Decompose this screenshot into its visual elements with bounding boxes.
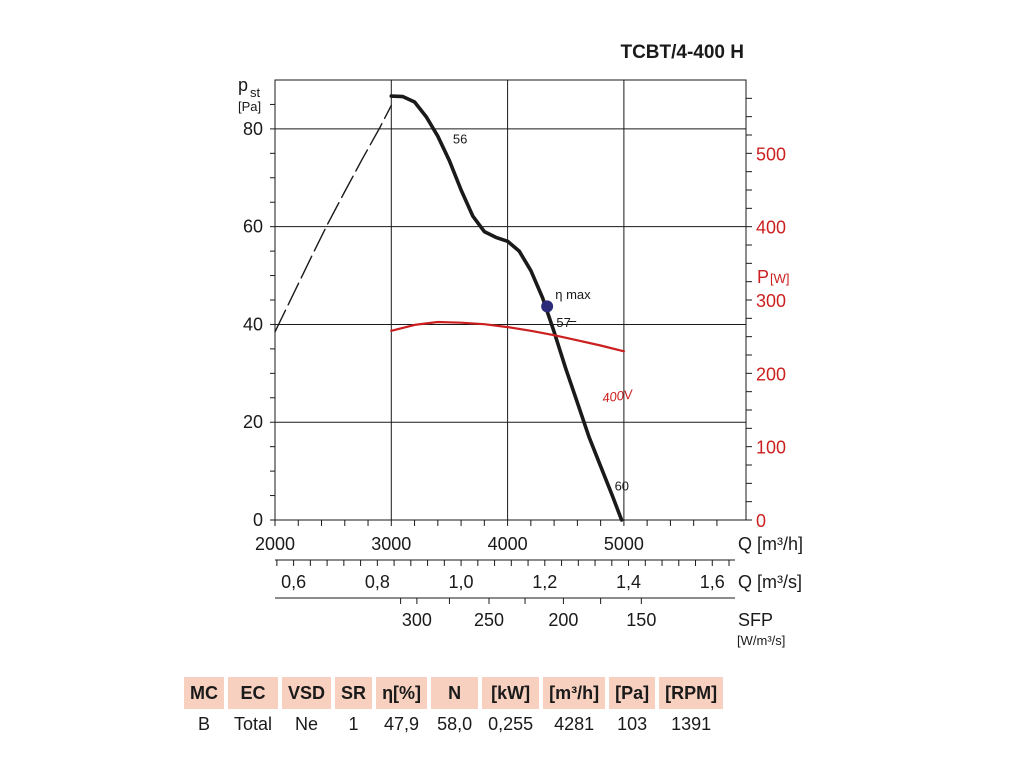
header-efficiency: η[%] [376,677,428,709]
header-vsd: VSD [282,677,332,709]
header-n: N [431,677,479,709]
x-axis-2-label: Q [m³/s] [738,572,802,592]
x-axis-label: Q [m³/h] [738,534,803,554]
x-axis-3-label: SFP [738,610,773,630]
right-axis-tick-label: 100 [756,438,786,458]
left-axis-tick-label: 0 [253,510,263,530]
x-axis-tick-label: 2000 [255,534,295,554]
cell-mc: B [197,713,210,734]
header-ec: EC [228,677,279,709]
x-axis-tick-label: 5000 [604,534,644,554]
chart-annotation: 400V [601,386,634,405]
right-axis-tick-label: 0 [756,511,766,531]
chart-annotation: 60 [615,479,629,494]
left-axis-tick-label: 60 [243,217,263,237]
chart-grid [274,79,747,521]
power-curve-400v [390,320,626,353]
pressure-curve [389,94,624,522]
header-flow: [m³/h] [543,677,606,709]
x-axis-2-tick-label: 0,6 [281,572,306,592]
spec-table: MC EC VSD SR η[%] N [kW] [m³/h] [Pa] [RP… [180,677,727,739]
cell-flow: 4281 [554,713,595,734]
x-axis-3-tick-label: 200 [548,610,578,630]
cell-kw: 0,255 [488,713,534,734]
cell-sr: 1 [348,713,359,734]
chart-annotation: η max [555,287,591,302]
chart-labels: TCBT/4-400 H 56 η max 57 60 400V [453,42,744,494]
x-axis-2-tick-label: 1,4 [616,572,641,592]
header-sr: SR [335,677,373,709]
x-axis-3-unit: [W/m³/s] [737,633,785,648]
chart-annotation: 56 [453,132,467,147]
right-axis-tick-label: 300 [756,291,786,311]
chart-series [274,94,626,522]
x-axis-3-tick-label: 150 [626,610,656,630]
left-axis-label-sub: st [250,85,261,100]
right-axis-tick-label: 400 [756,218,786,238]
right-axis-tick-label: 200 [756,364,786,384]
cell-n: 58,0 [437,713,473,734]
x-axis-tick-label: 4000 [488,534,528,554]
x-axis-3-tick-label: 250 [474,610,504,630]
cell-efficiency: 47,9 [384,713,420,734]
plot-frame [274,79,747,521]
chart-annotation: 57 [556,315,570,330]
right-axis-label: P [757,267,769,287]
left-axis-tick-label: 40 [243,314,263,334]
x-axis-2-tick-label: 1,0 [449,572,474,592]
right-axis-unit: [W] [770,271,790,286]
header-kw: [kW] [482,677,540,709]
left-axis-tick-label: 80 [243,119,263,139]
cell-pressure: 103 [617,713,648,734]
left-axis-tick-label: 20 [243,412,263,432]
x-axis-2-tick-label: 0,8 [365,572,390,592]
spec-table-row: B Total Ne 1 47,9 58,0 0,255 4281 103 13… [184,709,723,739]
x-axis-2-tick-label: 1,2 [532,572,557,592]
chart-title: TCBT/4-400 H [620,42,744,63]
spec-table-header-row: MC EC VSD SR η[%] N [kW] [m³/h] [Pa] [RP… [184,677,724,709]
cell-rpm: 1391 [671,713,712,734]
cell-vsd: Ne [295,713,319,734]
eta-max-marker [541,300,554,313]
x-axis-2-tick-label: 1,6 [700,572,725,592]
pressure-curve-stall [274,104,392,333]
header-rpm: [RPM] [659,677,724,709]
right-axis-tick-label: 500 [756,144,786,164]
left-axis-unit: [Pa] [238,99,261,114]
header-mc: MC [184,677,224,709]
x-axis-tick-label: 3000 [371,534,411,554]
left-axis-label: p [238,75,248,95]
cell-ec: Total [234,713,273,734]
x-axis-3-tick-label: 300 [402,610,432,630]
header-pressure: [Pa] [609,677,656,709]
